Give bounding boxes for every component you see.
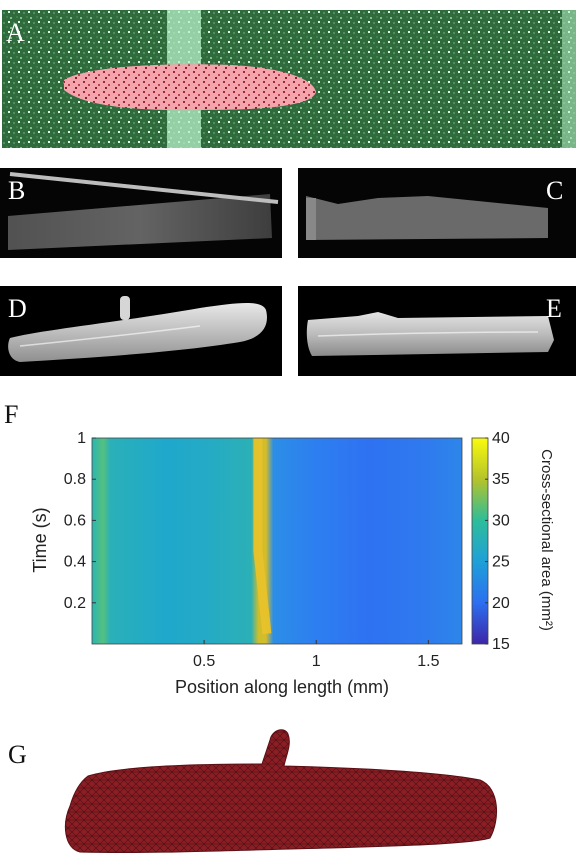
x-axis-label: Position along length (mm): [175, 677, 389, 697]
panel-label-g: G: [8, 740, 27, 769]
panel-c: C: [298, 168, 576, 258]
panel-g: [0, 720, 578, 862]
heatmap-axes: 0.5 1 1.5 0.2 0.4 0.6 0.8 1: [64, 430, 463, 670]
panel-d: D: [0, 286, 282, 376]
panel-a-image: [2, 10, 576, 148]
panel-f-chart: 0.5 1 1.5 0.2 0.4 0.6 0.8 1 15 20 25 30 35 40 Positi…: [0, 420, 578, 700]
panel-b-image: [0, 168, 282, 258]
area-ridge: [253, 438, 272, 635]
colorbar-tick-label: 35: [492, 471, 510, 488]
colorbar: 15 20 25 30 35 40: [471, 430, 510, 653]
x-tick-label: 1: [312, 653, 321, 670]
panel-label-a: A: [6, 18, 25, 47]
heatmap-plot-area: [92, 438, 462, 644]
panel-label-d: D: [8, 294, 27, 323]
y-tick-label: 0.8: [64, 471, 86, 488]
panel-a: A: [0, 0, 578, 150]
colorbar-tick-label: 25: [492, 554, 510, 571]
panel-b: B: [0, 168, 282, 258]
colorbar-tick-label: 40: [492, 430, 510, 447]
panel-d-image: [0, 286, 282, 376]
panel-label-c: C: [546, 176, 564, 205]
y-tick-label: 0.4: [64, 554, 86, 571]
ct-longitudinal-image-c: [306, 196, 548, 240]
panel-label-f: F: [4, 400, 19, 429]
colorbar-scale: [471, 437, 489, 645]
heatmap-field: [92, 438, 462, 644]
panel-label-e: E: [546, 294, 562, 323]
panel-e: E: [298, 286, 576, 376]
volume-render-e: [306, 312, 554, 356]
y-tick-label: 0.6: [64, 512, 86, 529]
colorbar-tick-label: 15: [492, 636, 510, 653]
x-tick-label: 1.5: [417, 653, 439, 670]
heatmap-chart: 0.5 1 1.5 0.2 0.4 0.6 0.8 1 15 20 25 30 35 40 Positi…: [30, 430, 555, 697]
panel-e-image: [298, 286, 576, 376]
colorbar-label: Cross-sectional area (mm²): [538, 449, 555, 631]
panel-label-b: B: [8, 176, 26, 205]
y-tick-label: 0.2: [64, 595, 86, 612]
colorbar-tick-label: 30: [492, 512, 510, 529]
y-tick-label: 1: [77, 430, 86, 447]
surface-mesh-render: [64, 729, 498, 854]
segmentation-image: [2, 10, 576, 148]
plot-frame: [91, 437, 463, 645]
volume-render-d: [8, 296, 267, 362]
colorbar-tick-label: 20: [492, 595, 510, 612]
y-axis-label: Time (s): [30, 507, 50, 572]
x-tick-label: 0.5: [193, 653, 215, 670]
ct-longitudinal-image-b: [8, 172, 279, 250]
panel-c-image: [298, 168, 576, 258]
